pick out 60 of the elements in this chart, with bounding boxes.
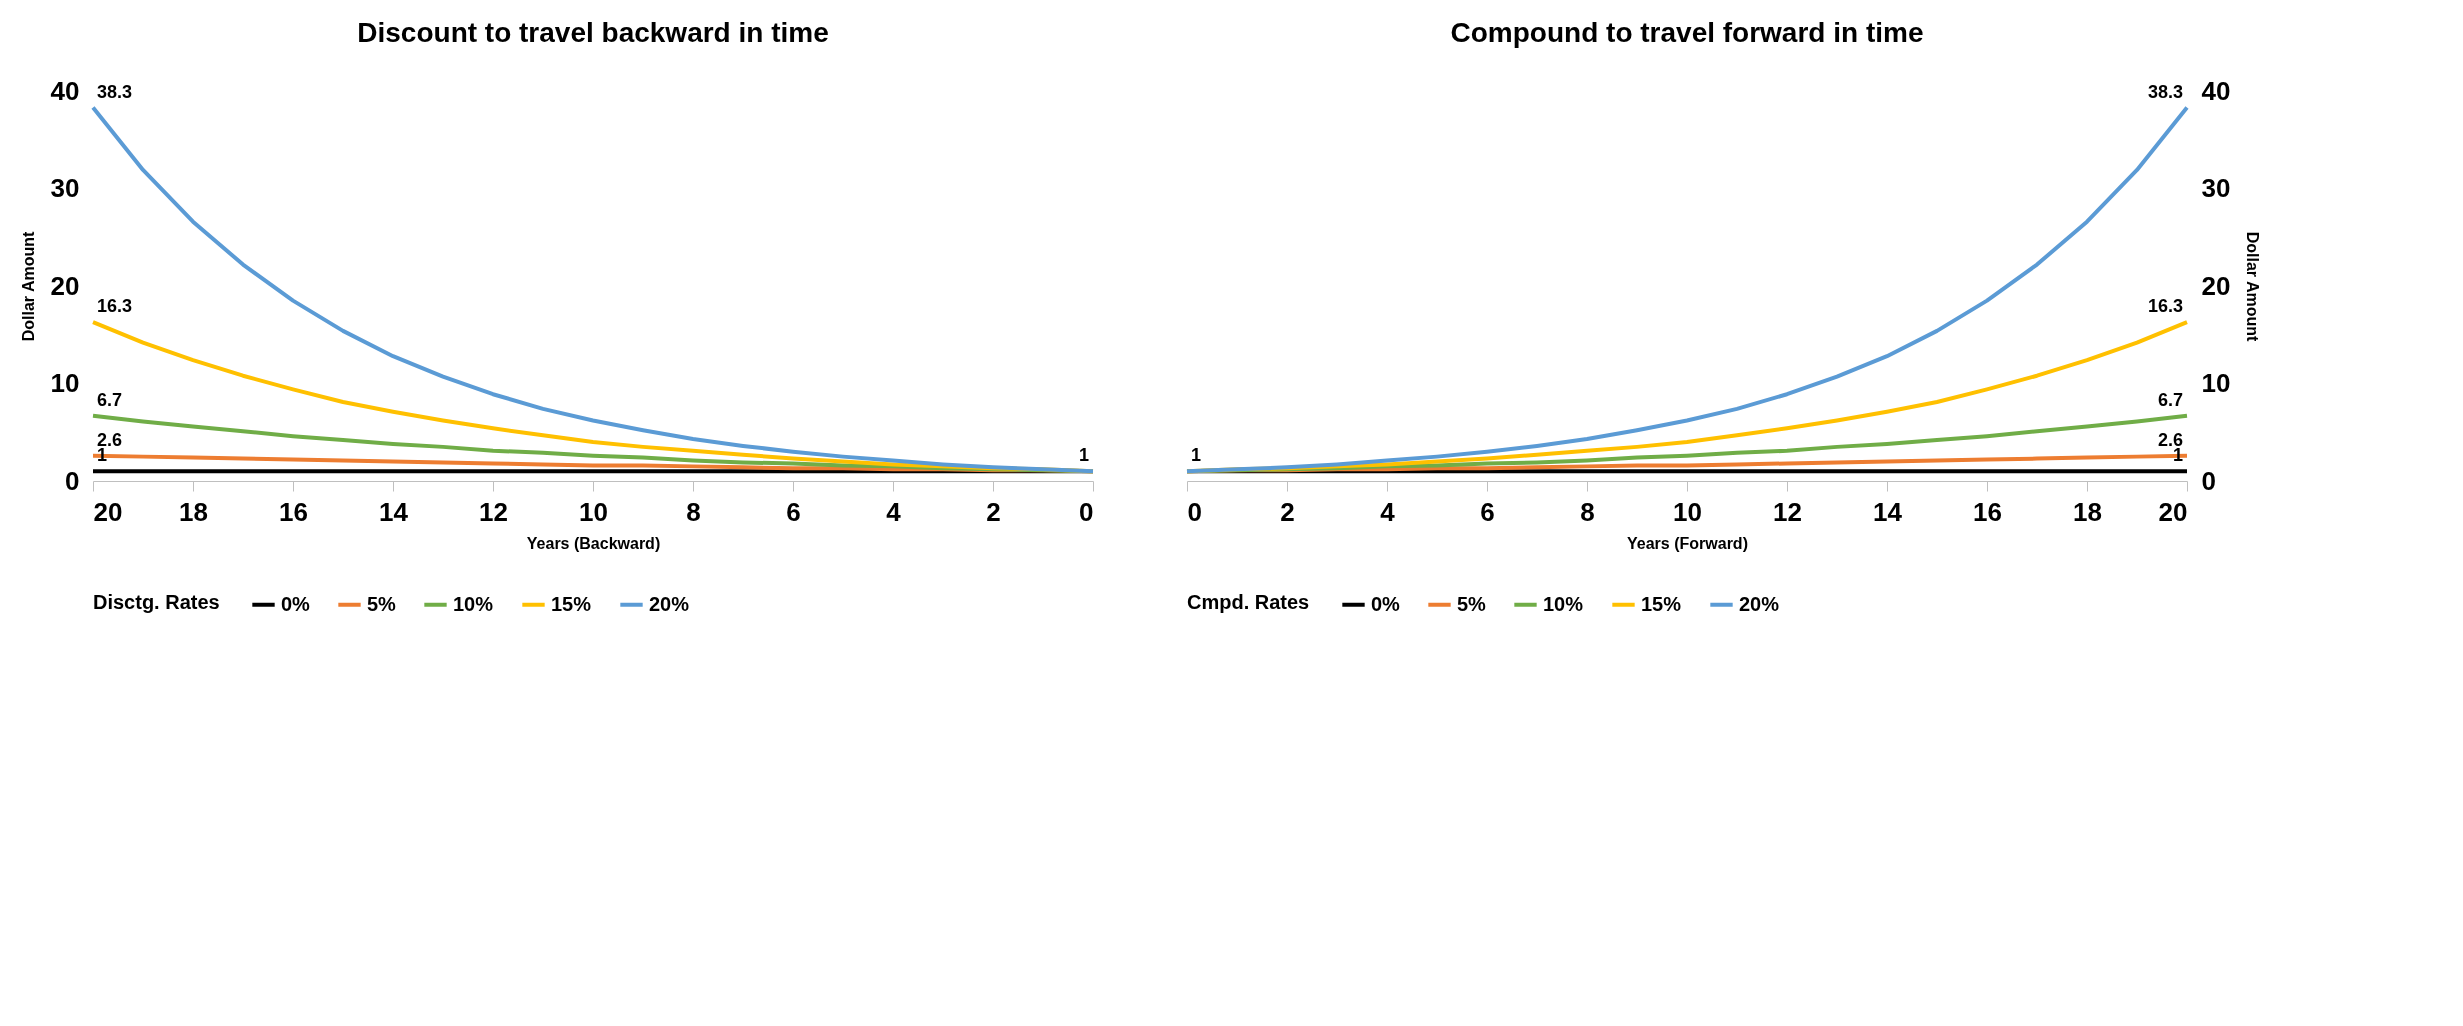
chart-title: Compound to travel forward in time (1450, 17, 1924, 48)
chart-title: Discount to travel backward in time (357, 17, 829, 48)
x-tick-label: 20 (2158, 496, 2188, 527)
x-tick-label: 12 (479, 496, 508, 527)
data-label: 1 (1078, 445, 1089, 466)
data-label: 6.7 (2157, 389, 2183, 410)
x-tick-label: 10 (579, 496, 608, 527)
legend-label: 10% (453, 592, 494, 615)
x-tick-label: 16 (279, 496, 308, 527)
x-tick-label: 2 (986, 496, 1001, 527)
legend-label: 0% (1371, 592, 1401, 615)
data-label: 38.3 (2147, 81, 2183, 102)
x-tick-label: 14 (1873, 496, 1903, 527)
x-tick-label: 2 (1280, 496, 1295, 527)
legend-title: Cmpd. Rates (1187, 591, 1310, 613)
y2-tick-label: 40 (2201, 75, 2231, 106)
line-series (91, 105, 1095, 474)
y2-tick-label: 30 (2201, 173, 2231, 203)
legend-label: 15% (1641, 592, 1682, 615)
y-tick-label: 40 (50, 75, 80, 106)
data-label: 1 (1191, 445, 1202, 466)
x-tick-label: 8 (686, 496, 701, 527)
legend-label: 20% (1739, 592, 1780, 615)
y-axis-title: Dollar Amount (19, 231, 37, 342)
x-tick-label: 8 (1580, 496, 1595, 527)
legend-title: Disctg. Rates (93, 591, 220, 613)
x-tick-label: 0 (1079, 496, 1094, 527)
y-tick-label: 30 (50, 173, 80, 203)
y2-tick-label: 10 (2201, 368, 2231, 398)
legend-label: 5% (1457, 592, 1487, 615)
x-tick-label: 12 (1773, 496, 1802, 527)
data-label: 16.3 (2147, 296, 2183, 317)
x-tick-label: 4 (1380, 496, 1396, 527)
legend-label: 0% (281, 592, 311, 615)
x-tick-label: 20 (93, 496, 123, 527)
data-label: 6.7 (97, 389, 123, 410)
x-tick-label: 18 (2073, 496, 2102, 527)
data-label: 38.3 (97, 81, 133, 102)
legend-label: 5% (367, 592, 397, 615)
x-tick-label: 18 (179, 496, 208, 527)
legend-label: 15% (551, 592, 592, 615)
y2-axis-title: Dollar Amount (2244, 231, 2262, 342)
x-tick-label: 4 (886, 496, 902, 527)
legend-label: 10% (1543, 592, 1584, 615)
y-tick-label: 20 (50, 270, 80, 301)
legend-label: 20% (649, 592, 690, 615)
x-tick-label: 10 (1673, 496, 1702, 527)
x-tick-label: 6 (1480, 496, 1495, 527)
x-axis-title: Years (Forward) (1627, 534, 1748, 552)
line-series (1185, 105, 2189, 474)
x-axis-title: Years (Backward) (526, 534, 661, 552)
x-tick-label: 14 (379, 496, 409, 527)
y2-tick-label: 0 (2201, 465, 2216, 496)
x-tick-label: 0 (1187, 496, 1202, 527)
x-tick-label: 16 (1973, 496, 2002, 527)
data-label: 16.3 (97, 296, 133, 317)
y-tick-label: 10 (50, 368, 80, 398)
y2-tick-label: 20 (2201, 270, 2231, 301)
x-tick-label: 6 (786, 496, 801, 527)
y-tick-label: 0 (65, 465, 80, 496)
